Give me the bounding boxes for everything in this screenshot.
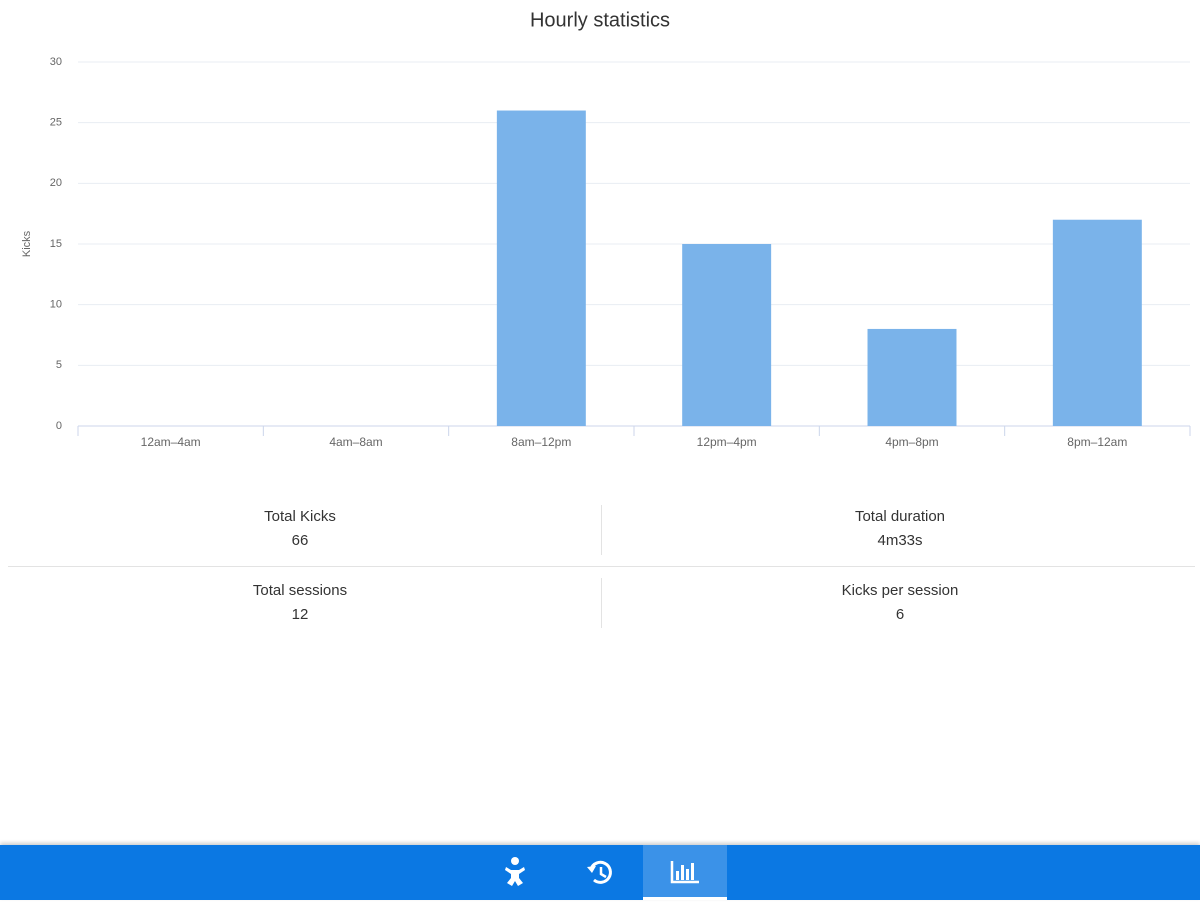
stat-label: Total duration xyxy=(854,508,946,525)
y-tick-label: 10 xyxy=(50,299,62,311)
stat-kicks-per-session: Kicks per session 6 xyxy=(600,582,1200,623)
statistics-icon xyxy=(670,861,699,884)
divider xyxy=(601,505,602,555)
bar xyxy=(867,328,957,426)
history-icon xyxy=(587,860,612,884)
chart: Hourly statistics Kicks 0 5 10 15 20 25 30 12am… xyxy=(21,9,1191,449)
nav-history-button[interactable] xyxy=(558,845,642,900)
x-tick-label: 4am–8am xyxy=(329,435,382,449)
bottom-nav xyxy=(0,845,1200,900)
x-tick-label: 8pm–12am xyxy=(1067,435,1127,449)
baby-icon xyxy=(505,857,525,886)
nav-kick-button[interactable] xyxy=(473,845,557,900)
stat-value: 4m33s xyxy=(877,532,923,549)
divider xyxy=(8,566,1195,567)
x-tick-label: 8am–12pm xyxy=(511,435,571,449)
stat-label: Kicks per session xyxy=(841,582,959,599)
bar xyxy=(682,244,772,426)
stat-label: Total Kicks xyxy=(264,508,336,525)
y-tick-label: 0 xyxy=(56,420,62,432)
divider xyxy=(601,578,602,628)
y-tick-label: 20 xyxy=(50,177,62,189)
y-tick-label: 30 xyxy=(50,56,62,68)
stat-total-duration: Total duration 4m33s xyxy=(600,508,1200,549)
stat-label: Total sessions xyxy=(252,582,348,599)
bar xyxy=(496,110,586,427)
stat-total-kicks: Total Kicks 66 xyxy=(0,508,600,549)
chart-title: Hourly statistics xyxy=(530,9,670,31)
bar xyxy=(1052,219,1142,426)
x-tick-label: 12pm–4pm xyxy=(697,435,757,449)
x-tick-label: 12am–4am xyxy=(141,435,201,449)
x-tick-label: 4pm–8pm xyxy=(885,435,938,449)
stat-value: 66 xyxy=(291,532,309,549)
y-tick-label: 25 xyxy=(50,117,62,129)
y-tick-label: 15 xyxy=(50,238,62,250)
stat-value: 12 xyxy=(291,606,309,623)
stat-total-sessions: Total sessions 12 xyxy=(0,582,600,623)
y-axis-label: Kicks xyxy=(21,230,33,257)
stat-value: 6 xyxy=(895,606,905,623)
y-tick-label: 5 xyxy=(56,359,62,371)
nav-statistics-button[interactable] xyxy=(643,845,727,900)
